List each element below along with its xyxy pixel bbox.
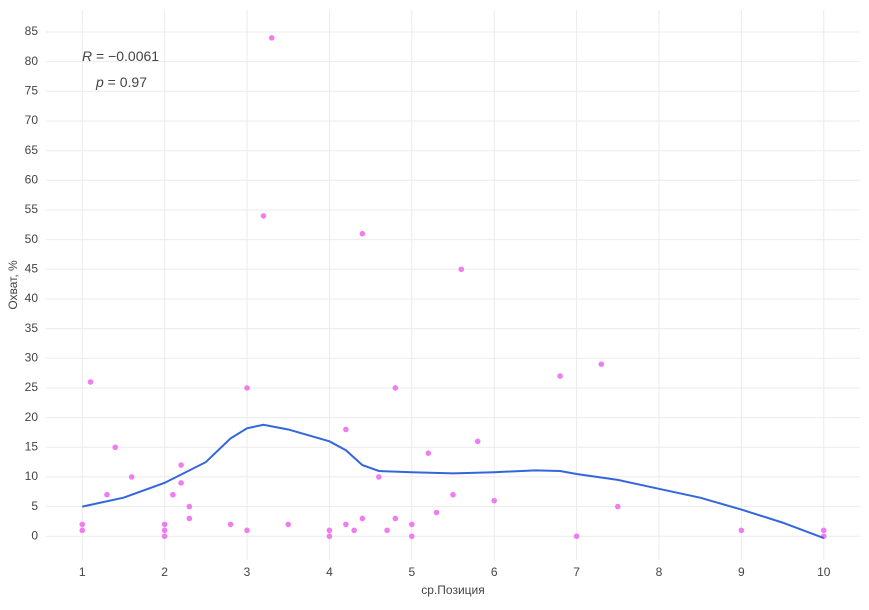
annotation-text: = 0.97: [104, 74, 147, 90]
y-tick-label: 20: [25, 410, 39, 424]
x-tick-label: 5: [408, 565, 415, 579]
point: [450, 491, 456, 498]
x-tick-label: 7: [573, 565, 580, 579]
point: [161, 533, 168, 540]
point: [409, 521, 415, 528]
point: [392, 385, 399, 391]
point: [557, 373, 563, 379]
point: [161, 521, 168, 528]
point: [112, 444, 119, 451]
y-axis-label: Охват, %: [6, 260, 20, 310]
point: [392, 515, 399, 522]
point: [170, 491, 176, 498]
y-tick-label: 30: [25, 350, 39, 364]
x-axis-label: ср.Позиция: [421, 583, 484, 597]
point: [87, 379, 94, 385]
y-tick-label: 65: [25, 143, 39, 157]
point: [474, 438, 481, 445]
point: [244, 527, 250, 534]
point: [343, 426, 349, 433]
point: [598, 361, 605, 368]
point: [614, 503, 621, 510]
point: [79, 521, 86, 528]
point: [268, 35, 275, 41]
point: [359, 230, 366, 237]
point: [186, 515, 193, 522]
point: [285, 521, 292, 528]
x-tick-label: 10: [817, 565, 831, 579]
point: [244, 385, 250, 391]
y-tick-label: 60: [25, 172, 39, 186]
point: [409, 533, 415, 540]
y-tick-label: 85: [25, 24, 39, 38]
x-tick-label: 6: [491, 565, 498, 579]
y-tick-label: 55: [25, 202, 39, 216]
y-tick-label: 15: [25, 439, 39, 453]
x-tick-label: 8: [656, 565, 663, 579]
y-tick-label: 70: [25, 113, 39, 127]
point: [425, 450, 432, 457]
point: [491, 497, 497, 504]
annotation-symbol: R: [82, 48, 92, 64]
x-tick-label: 1: [79, 565, 86, 579]
point: [161, 527, 168, 534]
point: [376, 474, 382, 480]
y-tick-label: 80: [25, 54, 39, 68]
annotation: R = −0.0061: [82, 48, 159, 64]
y-tick-label: 75: [25, 83, 39, 97]
point: [738, 527, 745, 534]
y-tick-label: 10: [25, 469, 39, 483]
y-tick-label: 45: [25, 261, 39, 275]
annotation-symbol: p: [95, 74, 104, 90]
y-tick-label: 40: [25, 291, 39, 305]
point: [104, 491, 110, 498]
y-tick-label: 0: [31, 528, 38, 542]
point: [178, 480, 184, 486]
point: [384, 527, 390, 534]
point: [178, 462, 184, 468]
point: [458, 266, 465, 273]
point: [820, 527, 827, 534]
x-tick-label: 3: [244, 565, 251, 579]
point: [351, 527, 357, 534]
point: [433, 509, 440, 516]
y-tick-label: 50: [25, 232, 39, 246]
x-tick-label: 2: [161, 565, 168, 579]
point: [573, 533, 580, 540]
point: [227, 521, 234, 528]
point: [260, 213, 267, 219]
point: [79, 527, 86, 534]
point: [186, 503, 193, 510]
annotation: p = 0.97: [95, 74, 147, 90]
point: [326, 533, 333, 540]
point: [326, 527, 333, 534]
y-tick-label: 35: [25, 321, 39, 335]
point: [359, 515, 366, 522]
y-tick-label: 5: [31, 499, 38, 513]
x-tick-label: 9: [738, 565, 745, 579]
point: [128, 474, 135, 480]
point: [343, 521, 349, 528]
x-tick-label: 4: [326, 565, 333, 579]
y-tick-label: 25: [25, 380, 39, 394]
annotation-text: = −0.0061: [92, 48, 159, 64]
smooth-line: [82, 423, 825, 539]
